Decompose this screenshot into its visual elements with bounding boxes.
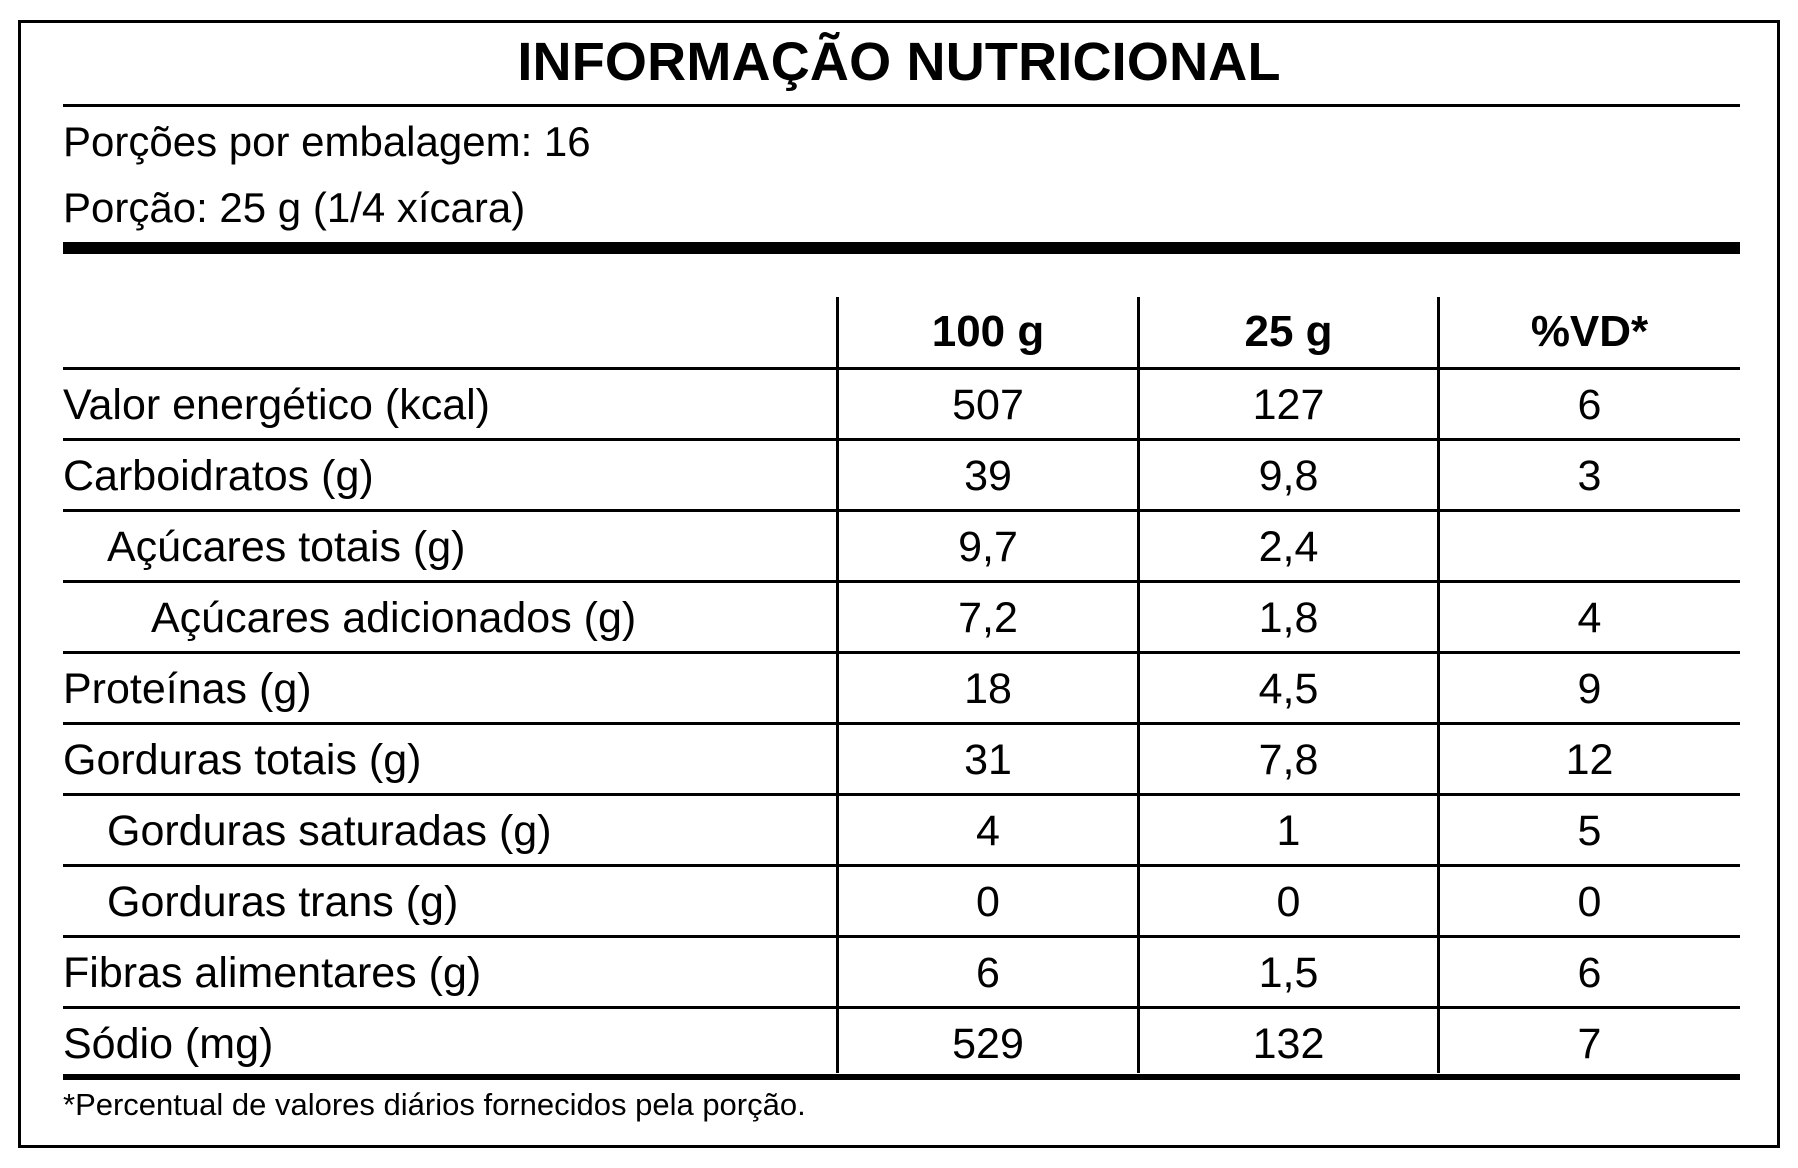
table-row: Gorduras trans (g) 0 0 0 xyxy=(63,867,1740,938)
table-row: Gorduras saturadas (g) 4 1 5 xyxy=(63,796,1740,867)
value-per-100g: 6 xyxy=(976,949,1000,997)
column-separator xyxy=(1437,297,1440,1073)
value-per-100g: 31 xyxy=(964,736,1012,784)
table-row: Sódio (mg) 529 132 7 xyxy=(63,1009,1740,1079)
servings-per-package: Porções por embalagem: 16 xyxy=(63,118,591,165)
nutrition-label-frame xyxy=(18,20,1780,1148)
value-per-100g: 9,7 xyxy=(958,523,1018,571)
header-divider xyxy=(63,367,1740,370)
nutrient-name: Gorduras totais (g) xyxy=(63,736,422,784)
table-row: Valor energético (kcal) 507 127 6 xyxy=(63,370,1740,441)
column-separator xyxy=(1137,297,1140,1073)
table-row: Açúcares adicionados (g) 7,2 1,8 4 xyxy=(63,583,1740,654)
value-per-100g: 507 xyxy=(952,381,1024,429)
value-per-100g: 4 xyxy=(976,807,1000,855)
title-divider xyxy=(63,104,1740,107)
nutrient-name: Fibras alimentares (g) xyxy=(63,949,482,997)
row-divider xyxy=(63,438,1740,441)
value-per-100g: 7,2 xyxy=(958,594,1018,642)
value-per-100g: 39 xyxy=(964,452,1012,500)
value-per-serving: 4,5 xyxy=(1258,665,1319,713)
row-divider xyxy=(63,722,1740,725)
value-daily-percent: 6 xyxy=(1577,949,1602,997)
value-per-100g: 529 xyxy=(952,1020,1024,1068)
row-divider xyxy=(63,793,1740,796)
value-per-serving: 127 xyxy=(1252,381,1325,429)
nutrient-name: Valor energético (kcal) xyxy=(63,381,490,429)
column-header-serving: 25 g xyxy=(1244,307,1333,356)
column-separator xyxy=(836,297,839,1073)
column-header-100g: 100 g xyxy=(931,307,1045,356)
value-per-100g: 0 xyxy=(976,878,1000,926)
value-per-serving: 9,8 xyxy=(1258,452,1319,500)
nutrient-name: Açúcares totais (g) xyxy=(107,523,466,571)
nutrient-name: Açúcares adicionados (g) xyxy=(151,594,637,642)
row-divider xyxy=(63,651,1740,654)
nutrient-name: Gorduras trans (g) xyxy=(107,878,459,926)
value-daily-percent xyxy=(1439,512,1740,582)
value-per-serving: 0 xyxy=(1276,878,1301,926)
serving-size: Porção: 25 g (1/4 xícara) xyxy=(63,184,526,231)
nutrient-name: Sódio (mg) xyxy=(63,1020,274,1068)
table-row: Fibras alimentares (g) 6 1,5 6 xyxy=(63,938,1740,1009)
value-daily-percent: 3 xyxy=(1577,452,1602,500)
column-header-dv: %VD* xyxy=(1530,307,1649,356)
nutrient-name: Proteínas (g) xyxy=(63,665,312,713)
row-divider xyxy=(63,580,1740,583)
row-divider xyxy=(63,864,1740,867)
value-daily-percent: 7 xyxy=(1577,1020,1602,1068)
value-per-serving: 7,8 xyxy=(1258,736,1319,784)
value-daily-percent: 9 xyxy=(1577,665,1602,713)
value-daily-percent: 6 xyxy=(1577,381,1602,429)
row-divider xyxy=(63,509,1740,512)
footnote: *Percentual de valores diários fornecido… xyxy=(63,1087,806,1122)
value-per-serving: 1,5 xyxy=(1258,949,1319,997)
serving-divider xyxy=(63,242,1740,254)
value-per-100g: 18 xyxy=(964,665,1012,713)
value-per-serving: 1,8 xyxy=(1258,594,1319,642)
value-per-serving: 2,4 xyxy=(1258,523,1319,571)
table-row: Carboidratos (g) 39 9,8 3 xyxy=(63,441,1740,512)
table-row: Proteínas (g) 18 4,5 9 xyxy=(63,654,1740,725)
row-divider xyxy=(63,935,1740,938)
table-row: Gorduras totais (g) 31 7,8 12 xyxy=(63,725,1740,796)
value-daily-percent: 12 xyxy=(1565,736,1614,784)
label-title: INFORMAÇÃO NUTRICIONAL xyxy=(517,32,1281,92)
value-per-serving: 1 xyxy=(1276,807,1301,855)
value-daily-percent: 0 xyxy=(1577,878,1602,926)
row-divider xyxy=(63,1006,1740,1009)
value-per-serving: 132 xyxy=(1252,1020,1325,1068)
nutrient-name: Gorduras saturadas (g) xyxy=(107,807,552,855)
value-daily-percent: 4 xyxy=(1577,594,1602,642)
value-daily-percent: 5 xyxy=(1577,807,1602,855)
table-row: Açúcares totais (g) 9,7 2,4 xyxy=(63,512,1740,583)
table-bottom-divider xyxy=(63,1074,1740,1080)
nutrient-name: Carboidratos (g) xyxy=(63,452,374,500)
